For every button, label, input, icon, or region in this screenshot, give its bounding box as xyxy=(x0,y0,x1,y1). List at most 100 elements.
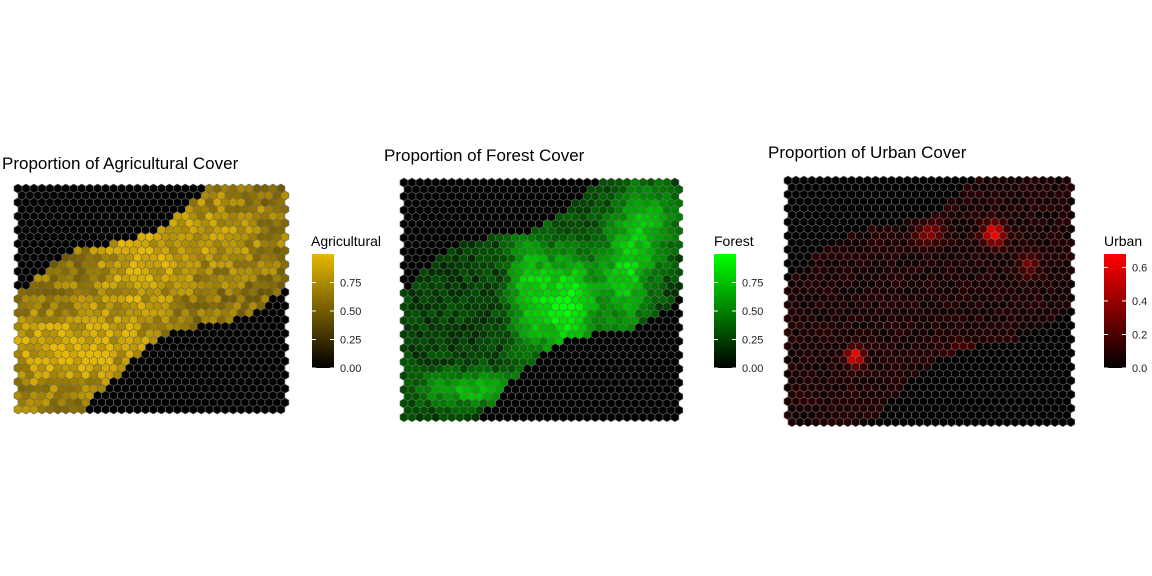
agricultural-panel: Proportion of Agricultural Cover Agricul… xyxy=(0,0,384,576)
hex-cell xyxy=(1042,417,1052,428)
legend-title: Forest xyxy=(714,233,754,249)
hex-cell xyxy=(173,404,182,415)
legend-tick-label: 0.00 xyxy=(340,363,361,375)
hex-cell xyxy=(423,412,433,423)
hex-cell xyxy=(811,417,821,428)
hex-cell xyxy=(495,412,504,423)
hex-cell xyxy=(37,404,47,415)
hex-cell xyxy=(85,404,94,415)
hex-cell xyxy=(181,404,190,415)
forest-panel: Proportion of Forest Cover Forest 0.00 0.… xyxy=(384,0,768,576)
hex-cell xyxy=(21,404,31,415)
hex-cell xyxy=(463,412,473,423)
hex-cell xyxy=(931,417,940,428)
legend-tick-label: 0.2 xyxy=(1132,329,1147,341)
hex-cell xyxy=(61,404,71,415)
hex-cell xyxy=(1018,417,1028,428)
hex-cell xyxy=(994,417,1004,428)
hex-cell xyxy=(455,412,465,423)
hex-cell xyxy=(535,412,544,423)
chart-title: Proportion of Urban Cover xyxy=(768,143,967,162)
hex-cell xyxy=(149,404,158,415)
hex-cell xyxy=(1010,417,1020,428)
hex-cell xyxy=(252,404,262,415)
hex-cell xyxy=(1050,417,1060,428)
hex-cell xyxy=(1002,417,1012,428)
hex-cell xyxy=(165,404,174,415)
hex-cell xyxy=(559,412,568,423)
legend-tick-label: 0.00 xyxy=(742,363,763,375)
hex-cell xyxy=(447,412,457,423)
hex-map-agricultural xyxy=(13,183,290,415)
hex-cell xyxy=(638,412,648,423)
legend-tick-label: 0.25 xyxy=(340,335,361,347)
hex-cell xyxy=(955,417,964,428)
hex-cell xyxy=(188,404,198,415)
hex-cell xyxy=(471,412,480,423)
legend-ticks: 0.00 0.25 0.50 0.75 xyxy=(312,278,361,375)
hex-cell xyxy=(795,417,805,428)
hex-cell xyxy=(827,417,837,428)
legend-tick-label: 0.6 xyxy=(1132,262,1147,274)
hex-cell xyxy=(622,412,632,423)
legend-ticks: 0.00 0.25 0.50 0.75 xyxy=(714,278,763,375)
hex-cell xyxy=(662,412,672,423)
legend-title: Urban xyxy=(1104,233,1143,249)
chart-title: Proportion of Forest Cover xyxy=(384,146,585,165)
legend-tick-label: 0.50 xyxy=(742,306,763,318)
hex-cell xyxy=(875,417,884,428)
hex-cell xyxy=(503,412,512,423)
legend-ticks: 0.0 0.2 0.4 0.6 xyxy=(1104,262,1147,375)
hex-cell xyxy=(630,412,640,423)
hex-cell xyxy=(787,417,797,428)
hex-cell xyxy=(614,412,624,423)
hex-cell xyxy=(244,404,254,415)
hex-cell xyxy=(399,412,409,423)
hex-cell xyxy=(268,404,278,415)
hex-cell xyxy=(141,404,150,415)
legend-tick-label: 0.25 xyxy=(742,335,763,347)
hex-cell xyxy=(891,417,900,428)
legend-tick-label: 0.75 xyxy=(742,278,763,290)
hex-cell xyxy=(407,412,417,423)
hex-cell xyxy=(867,417,876,428)
hex-cell xyxy=(519,412,528,423)
hex-cell xyxy=(196,404,206,415)
hex-cell xyxy=(69,404,79,415)
legend-tick-label: 0.50 xyxy=(340,306,361,318)
legend-colorbar xyxy=(312,254,334,368)
hex-cell xyxy=(439,412,449,423)
hex-cell xyxy=(551,412,560,423)
hex-cell xyxy=(590,412,600,423)
legend-tick-label: 0.0 xyxy=(1132,363,1147,375)
hex-cell xyxy=(157,404,166,415)
hex-cell xyxy=(1066,417,1076,428)
hex-cell xyxy=(819,417,829,428)
hex-cell xyxy=(431,412,441,423)
hex-cell xyxy=(527,412,536,423)
hex-cell xyxy=(978,417,988,428)
hex-cell xyxy=(45,404,55,415)
hex-cell xyxy=(915,417,924,428)
hex-cell xyxy=(843,417,853,428)
hex-cell xyxy=(260,404,270,415)
hex-cell xyxy=(415,412,425,423)
hex-map-urban xyxy=(783,175,1076,428)
hex-cell xyxy=(93,404,102,415)
hex-cell xyxy=(133,404,142,415)
hex-cell xyxy=(543,412,552,423)
hex-cell xyxy=(582,412,592,423)
hex-cell xyxy=(77,404,87,415)
hex-cell xyxy=(803,417,813,428)
hex-cell xyxy=(220,404,230,415)
hex-cell xyxy=(479,412,488,423)
hex-cell xyxy=(117,404,126,415)
hex-cell xyxy=(212,404,222,415)
hex-cell xyxy=(487,412,496,423)
hex-cell xyxy=(835,417,845,428)
hex-cell xyxy=(859,417,868,428)
legend-tick-label: 0.75 xyxy=(340,278,361,290)
hex-cell xyxy=(923,417,932,428)
hex-cell xyxy=(970,417,980,428)
hex-cell xyxy=(907,417,916,428)
